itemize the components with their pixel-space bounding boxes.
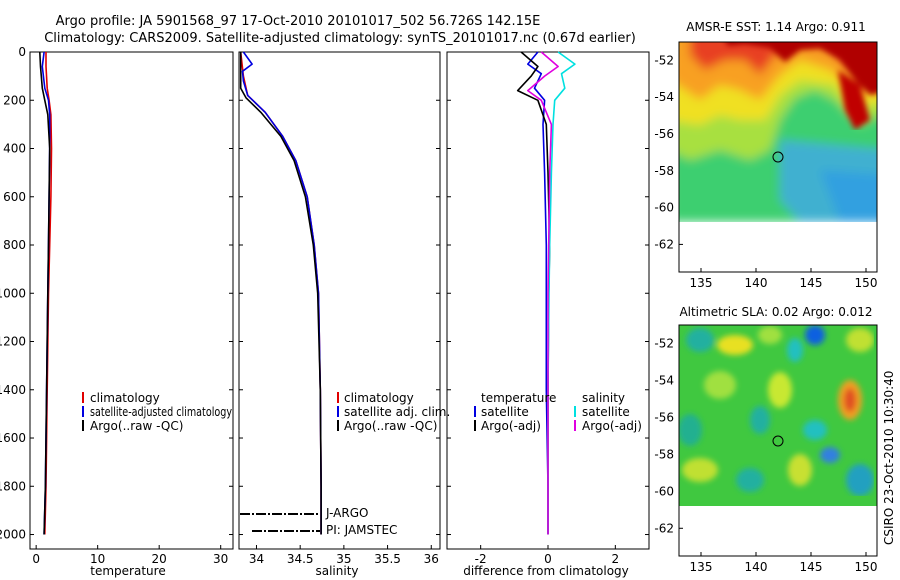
legend-header-temperature: temperature	[481, 391, 556, 405]
y-tick-label: 2000	[0, 528, 26, 542]
y-tick-label: 1800	[0, 479, 26, 493]
legend-label: satellite	[481, 405, 529, 419]
axis-ticks: 0102030020040060080010001200140016001800…	[0, 45, 877, 574]
map-y-tick-label: -58	[654, 164, 674, 178]
legend-label: satellite adj. clim.	[344, 405, 450, 419]
map-y-tick-label: -62	[654, 237, 674, 251]
temperature-legend: climatology satellite-adjusted climatolo…	[82, 391, 232, 433]
y-tick-label: 1600	[0, 431, 26, 445]
legend-label: satellite	[582, 405, 630, 419]
legend-label: satellite-adjusted climatology	[90, 405, 232, 419]
series-difference-temperature-satellite	[526, 51, 549, 535]
profile-lines	[39, 51, 576, 535]
series-salinity-climatology	[239, 51, 322, 535]
x-tick-label: 20	[152, 552, 167, 566]
sla-title: Altimetric SLA: 0.02 Argo: 0.012	[679, 305, 872, 319]
x-tick-label: 35	[336, 552, 351, 566]
map-y-tick-label: -58	[654, 447, 674, 461]
legend-label: climatology	[344, 391, 414, 405]
map-x-tick-label: 145	[800, 560, 823, 574]
map-y-tick-label: -62	[654, 521, 674, 535]
footer-credit: CSIRO 23-Oct-2010 10:30:40	[882, 371, 896, 545]
y-tick-label: 1200	[0, 335, 26, 349]
sst-argo-marker	[772, 151, 784, 163]
map-x-tick-label: 140	[745, 276, 768, 290]
x-tick-label: -2	[475, 552, 487, 566]
x-tick-label: 36	[424, 552, 439, 566]
y-tick-label: 1000	[0, 286, 26, 300]
map-x-tick-label: 135	[690, 560, 713, 574]
salinity-axes	[238, 51, 441, 550]
float-annotations: J-ARGO PI: JAMSTEC	[240, 506, 397, 537]
legend-swatch-climatology	[82, 392, 84, 403]
salinity-legend: climatology satellite adj. clim. Argo(..…	[337, 391, 450, 433]
map-x-tick-label: 150	[855, 276, 878, 290]
sla-heatmap	[679, 325, 877, 506]
map-x-tick-label: 135	[690, 276, 713, 290]
legend-swatch-temp-satellite	[474, 406, 476, 417]
annotation-program: J-ARGO	[325, 506, 368, 520]
x-tick-label: 0	[32, 552, 40, 566]
x-tick-label: 34.5	[287, 552, 314, 566]
annotation-pi: PI: JAMSTEC	[326, 523, 397, 537]
x-tick-label: 30	[213, 552, 228, 566]
title-line-1: Argo profile: JA 5901568_97 17-Oct-2010 …	[56, 14, 541, 29]
legend-swatch-argo	[337, 420, 339, 431]
y-tick-label: 600	[3, 190, 26, 204]
x-tick-label: 0	[544, 552, 552, 566]
map-y-tick-label: -52	[654, 336, 674, 350]
temperature-axes	[29, 51, 234, 550]
legend-swatch-temp-argo	[474, 420, 476, 431]
legend-label: Argo(-adj)	[481, 419, 541, 433]
y-tick-label: 800	[3, 238, 26, 252]
sst-title: AMSR-E SST: 1.14 Argo: 0.911	[686, 20, 866, 34]
map-y-tick-label: -60	[654, 484, 674, 498]
sst-heatmap	[679, 42, 877, 222]
y-tick-label: 1400	[0, 383, 26, 397]
sla-argo-marker	[772, 435, 784, 447]
x-tick-label: 34	[249, 552, 264, 566]
map-y-tick-label: -54	[654, 90, 674, 104]
legend-swatch-climatology	[337, 392, 339, 403]
legend-swatch-satellite	[82, 406, 84, 417]
x-tick-label: 2	[612, 552, 620, 566]
map-x-tick-label: 150	[855, 560, 878, 574]
map-y-tick-label: -60	[654, 201, 674, 215]
y-tick-label: 0	[18, 45, 26, 59]
title-line-2: Climatology: CARS2009. Satellite-adjuste…	[44, 31, 636, 46]
difference-xlabel: difference from climatology	[463, 564, 629, 578]
sla-axes	[678, 324, 878, 557]
map-x-tick-label: 145	[800, 276, 823, 290]
map-x-tick-label: 140	[745, 560, 768, 574]
x-tick-label: 10	[90, 552, 105, 566]
legend-label: climatology	[90, 391, 160, 405]
y-tick-label: 200	[3, 93, 26, 107]
series-salinity-satellite-adj-clim-	[241, 51, 322, 535]
map-y-tick-label: -56	[654, 127, 674, 141]
difference-legend: temperature salinity satellite Argo(-adj…	[474, 391, 642, 433]
salinity-xlabel: salinity	[315, 564, 358, 578]
legend-header-salinity: salinity	[582, 391, 625, 405]
series-difference-temperature-argo-adj-	[516, 51, 551, 535]
legend-swatch-sal-satellite	[574, 406, 576, 417]
map-y-tick-label: -52	[654, 53, 674, 67]
temperature-xlabel: temperature	[90, 564, 165, 578]
series-salinity-argo-raw-qc-	[239, 52, 322, 535]
legend-swatch-satellite	[337, 406, 339, 417]
legend-label: Argo(-adj)	[582, 419, 642, 433]
x-tick-label: 35.5	[374, 552, 401, 566]
legend-label: Argo(..raw -QC)	[90, 419, 183, 433]
legend-swatch-sal-argo	[574, 420, 576, 431]
series-temperature-argo-raw-qc-	[39, 51, 51, 535]
legend-swatch-argo	[82, 420, 84, 431]
map-y-tick-label: -56	[654, 410, 674, 424]
map-y-tick-label: -54	[654, 373, 674, 387]
sst-axes	[678, 41, 878, 273]
legend-label: Argo(..raw -QC)	[344, 419, 437, 433]
series-difference-salinity-argo-adj-	[526, 51, 559, 535]
y-tick-label: 400	[3, 142, 26, 156]
